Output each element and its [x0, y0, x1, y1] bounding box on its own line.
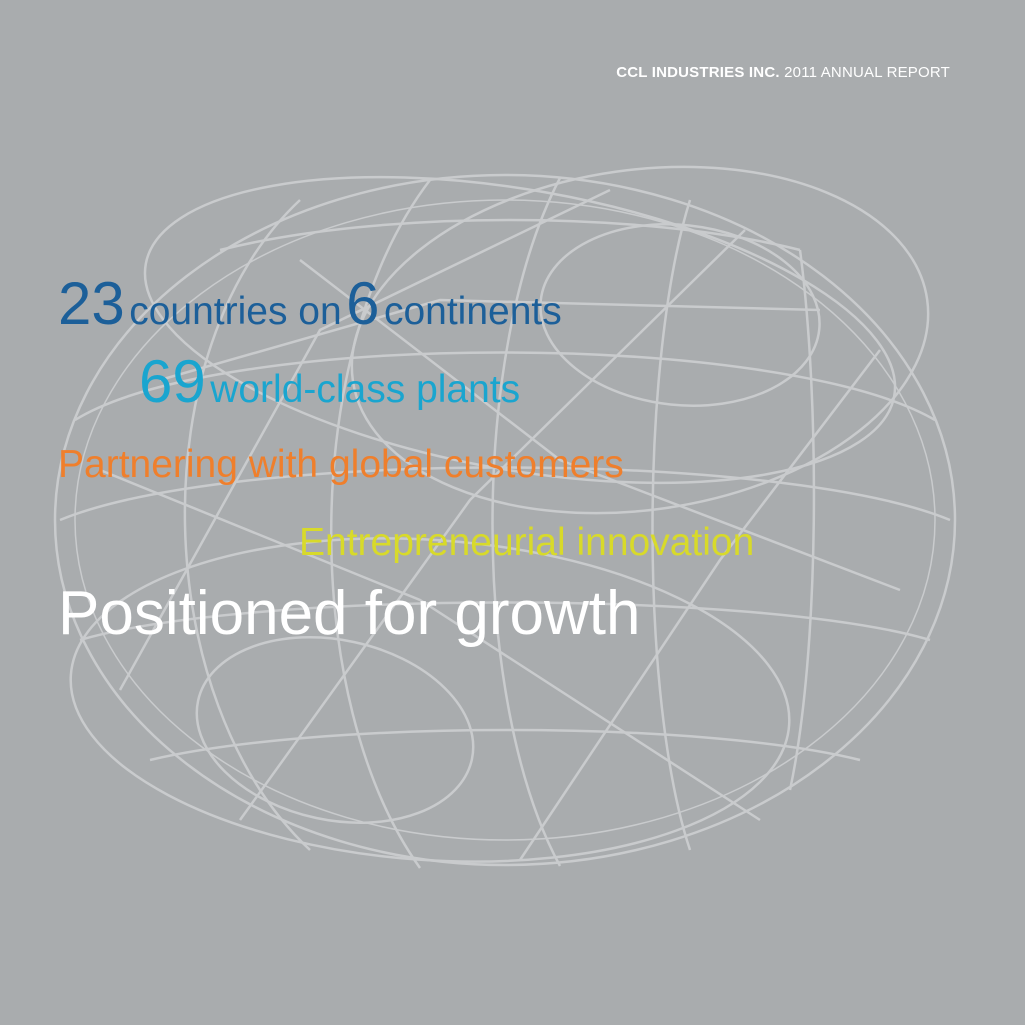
report-title: 2011 ANNUAL REPORT — [784, 64, 950, 81]
countries-continents-line: 23 countries on 6 continents — [58, 274, 562, 334]
plants-count: 69 — [139, 348, 206, 415]
innovation-line: Entrepreneurial innovation — [299, 521, 755, 564]
plants-line: 69 world-class plants — [139, 352, 520, 412]
countries-count: 23 — [58, 270, 125, 337]
continents-label: continents — [383, 290, 562, 333]
report-header: CCL INDUSTRIES INC. 2011 ANNUAL REPORT — [616, 64, 950, 81]
plants-label: world-class plants — [210, 368, 521, 411]
continents-count: 6 — [346, 270, 380, 337]
growth-headline: Positioned for growth — [58, 579, 641, 648]
countries-label: countries on — [129, 290, 342, 333]
partnering-line: Partnering with global customers — [58, 443, 624, 486]
company-name: CCL INDUSTRIES INC. — [616, 64, 780, 81]
